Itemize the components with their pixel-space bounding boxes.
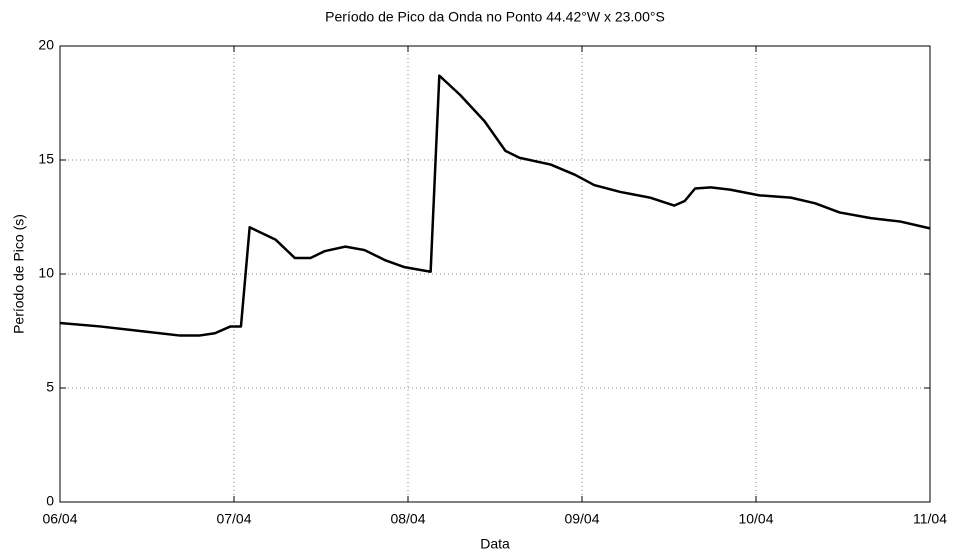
- x-tick-label: 07/04: [216, 511, 251, 527]
- x-axis-label: Data: [480, 536, 510, 552]
- plot-frame: [59, 45, 931, 503]
- y-tick-label: 10: [38, 265, 54, 281]
- x-tick-label: 11/04: [913, 511, 947, 527]
- y-tick-label: 0: [46, 493, 54, 509]
- y-axis-label: Período de Pico (s): [11, 214, 27, 334]
- x-tick-label: 08/04: [390, 511, 425, 527]
- x-tick-label: 10/04: [738, 511, 773, 527]
- y-tick-label: 20: [38, 37, 54, 53]
- y-tick-label: 5: [46, 379, 54, 395]
- data-line: [59, 74, 931, 337]
- x-tick-label: 06/04: [42, 511, 77, 527]
- chart-title: Período de Pico da Onda no Ponto 44.42°W…: [325, 9, 665, 25]
- y-tick-label: 15: [38, 151, 54, 167]
- x-tick-label: 09/04: [564, 511, 599, 527]
